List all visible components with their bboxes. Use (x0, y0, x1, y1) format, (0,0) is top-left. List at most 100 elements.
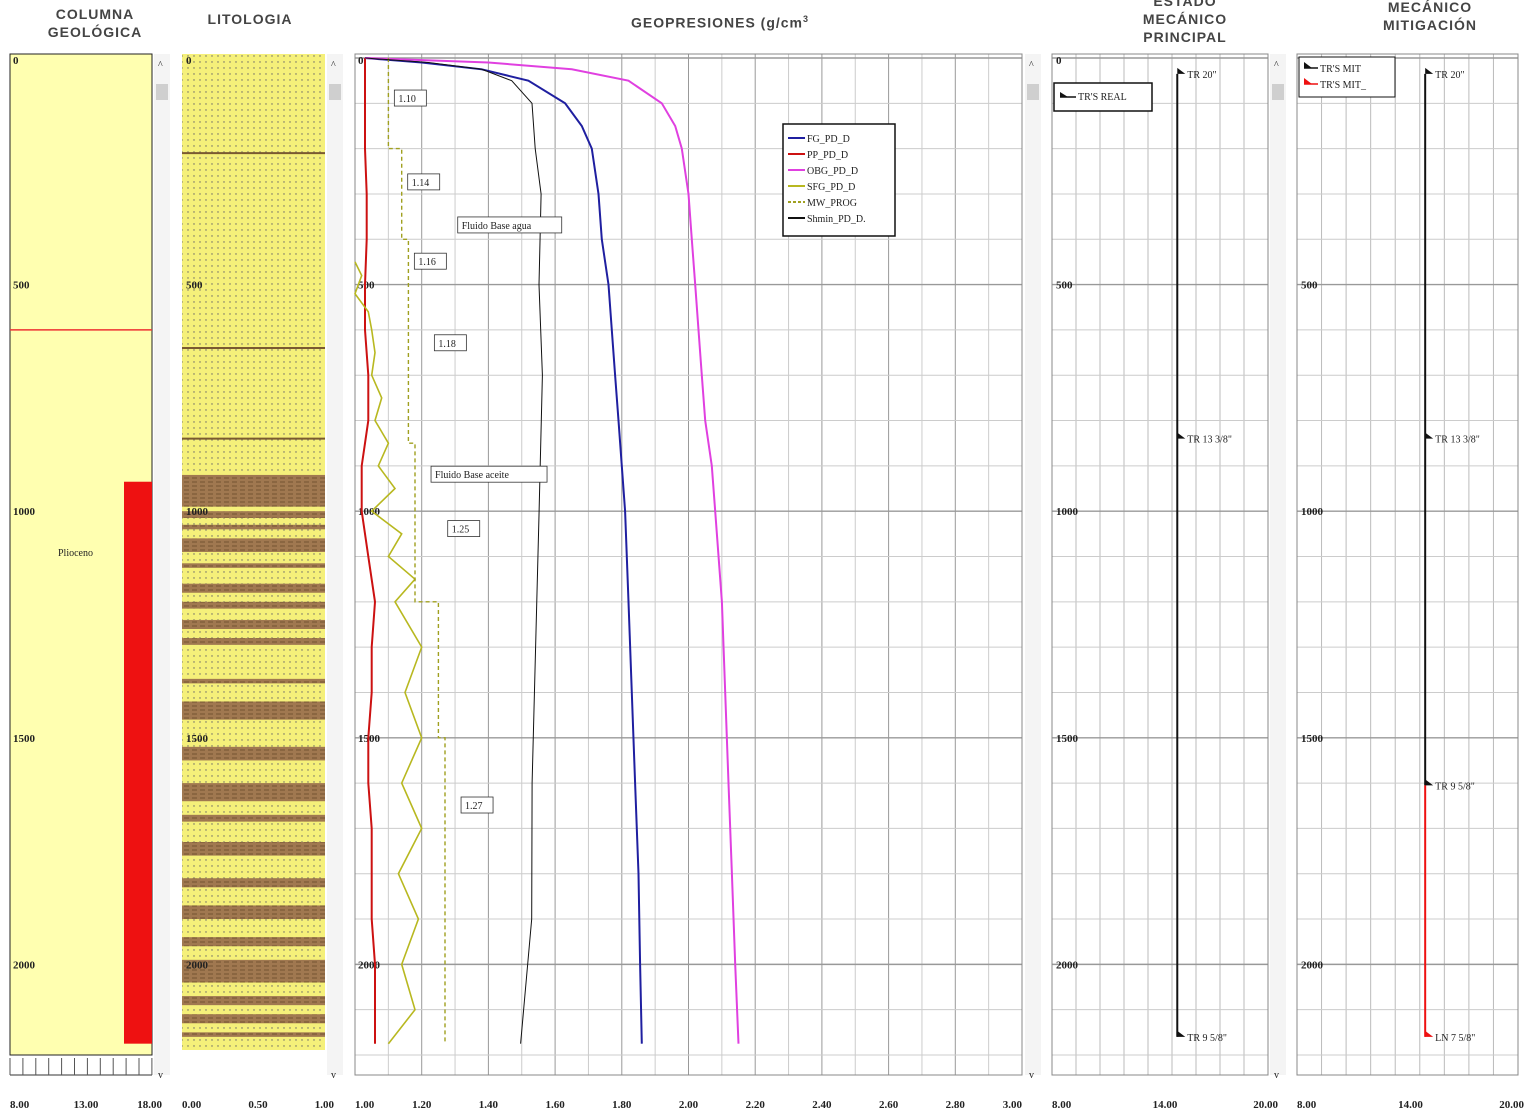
geo-x-tick-label: 2.80 (946, 1099, 966, 1111)
geo-x-tick-label: 2.00 (679, 1099, 699, 1111)
geo-scroll-down-icon: v (1029, 1070, 1034, 1081)
columna-depth-label: 0 (13, 55, 19, 67)
litologia-depth-label: 1500 (186, 733, 209, 745)
geo-x-tick-label: 1.60 (545, 1099, 565, 1111)
annotation-label: Fluido Base aceite (435, 470, 509, 481)
geo-scrollbar-thumb[interactable] (1027, 84, 1039, 100)
litologia-shale-bed (182, 638, 325, 645)
geo-frame (354, 53, 1023, 1076)
principal-casing-label: TR 20" (1187, 70, 1216, 81)
header-estado-mitigacion-line1: MECÁNICO (1387, 0, 1473, 15)
header-columna-line2: GEOLÓGICA (47, 24, 143, 40)
litologia-depth-label: 1000 (186, 506, 209, 518)
geo-x-tick-label: 1.80 (612, 1099, 632, 1111)
series-line-pp-pd-d (360, 58, 377, 1044)
annotation-box (393, 89, 427, 107)
mitigacion-depth-label: 1000 (1301, 506, 1324, 518)
mitigacion-legend-entry: TR'S MIT_ (1320, 80, 1367, 91)
litologia-x-tick-label: 0.00 (182, 1099, 202, 1111)
litologia-shale-bed (182, 996, 325, 1006)
principal-scrollbar-thumb[interactable] (1272, 84, 1284, 100)
principal-casing-shoe-icon (1177, 1030, 1186, 1037)
annotation-label: Fluido Base agua (462, 221, 532, 232)
mitigacion-legend-shoe-icon-red (1304, 78, 1312, 84)
geo-x-tick-label: 2.20 (746, 1099, 766, 1111)
litologia-shale-bed (182, 511, 325, 518)
geo-x-tick-label: 3.00 (1003, 1099, 1023, 1111)
litologia-shale-bed (182, 619, 325, 630)
litologia-shale-bed (182, 905, 325, 920)
principal-depth-label: 0 (1056, 55, 1062, 67)
principal-depth-label: 2000 (1056, 959, 1079, 971)
columna-x-tick-label: 13.00 (74, 1099, 99, 1111)
header-columna-line1: COLUMNA (55, 6, 135, 22)
geo-scrollbar-track (1025, 54, 1041, 1075)
header-geopresiones-sup: 3 (803, 14, 810, 24)
principal-depth-label: 1500 (1056, 733, 1079, 745)
geo-x-tick-label: 2.60 (879, 1099, 899, 1111)
principal-casing-shoe-icon (1177, 67, 1186, 74)
litologia-shale-bed (182, 474, 325, 507)
series-line-fg-pd-d (364, 57, 643, 1044)
columna-depth-label: 2000 (13, 959, 36, 971)
annotation-label: 1.14 (412, 178, 430, 189)
litologia-sand (182, 54, 325, 1050)
annotation-label: 1.25 (452, 525, 470, 536)
litologia-scrollbar-thumb[interactable] (329, 84, 341, 100)
header-geopresiones-text: GEOPRESIONES (g/cm (630, 14, 804, 31)
mitigacion-liner-shoe-icon (1425, 1030, 1434, 1037)
legend-entry: OBG_PD_D (807, 166, 858, 177)
principal-casing-label: TR 13 3/8" (1187, 435, 1232, 446)
mitigacion-frame (1296, 53, 1519, 1076)
litologia-depth-label: 2000 (186, 959, 209, 971)
litologia-shale-bed (182, 814, 325, 822)
columna-depth-label: 500 (13, 280, 30, 292)
annotation-box (457, 216, 563, 234)
annotation-box (447, 520, 481, 537)
series-line-sfg-pd-d (354, 261, 423, 1045)
annotation-box (433, 334, 467, 352)
columna-x-tick-label: 18.00 (137, 1099, 162, 1111)
columna-red-bar (124, 481, 152, 1044)
litologia-shale-bed (182, 538, 325, 552)
mitigacion-x-tick-label: 8.00 (1297, 1099, 1317, 1111)
columna-scroll-down-icon: v (158, 1070, 163, 1081)
principal-x-tick-label: 14.00 (1153, 1099, 1178, 1111)
litologia-shale-bed (182, 701, 325, 720)
header-estado-mitigacion-line2: MITIGACIÓN (1383, 17, 1477, 33)
annotation-box (413, 252, 447, 270)
mitigacion-casing-label: TR 20" (1435, 70, 1464, 81)
columna-scrollbar-thumb[interactable] (156, 84, 168, 100)
geo-x-tick-label: 1.20 (412, 1099, 432, 1111)
principal-scroll-up-icon: ^ (1274, 60, 1279, 71)
header-estado-principal-line1: ESTADO (1153, 0, 1217, 9)
litologia-depth-label: 0 (186, 55, 192, 67)
litologia-shale-bed (182, 937, 325, 947)
annotation-label: 1.27 (465, 801, 483, 812)
litologia-shale-bed (182, 524, 325, 530)
litologia-x-tick-label: 0.50 (248, 1099, 268, 1111)
columna-depth-label: 1000 (13, 506, 36, 518)
litologia-x-tick-label: 1.00 (315, 1099, 335, 1111)
legend-entry: SFG_PD_D (807, 182, 855, 193)
principal-depth-label: 1000 (1056, 506, 1079, 518)
principal-legend-shoe-icon (1060, 92, 1068, 97)
geo-x-tick-label: 2.40 (812, 1099, 832, 1111)
geo-depth-label: 0 (358, 55, 364, 67)
litologia-shale-bed (182, 878, 325, 888)
litologia-depth-label: 500 (186, 280, 203, 292)
mitigacion-legend-box (1298, 56, 1396, 98)
annotation-box (407, 173, 441, 191)
geo-x-tick-label: 1.00 (355, 1099, 375, 1111)
header-estado-principal: ESTADO MECÁNICO PRINCIPAL (1110, 0, 1260, 46)
mitigacion-depth-label: 500 (1301, 280, 1318, 292)
mitigacion-liner-label: LN 7 5/8" (1435, 1033, 1475, 1044)
header-columna: COLUMNA GEOLÓGICA (20, 5, 170, 41)
litologia-scroll-down-icon: v (331, 1070, 336, 1081)
principal-x-tick-label: 20.00 (1253, 1099, 1278, 1111)
litologia-shale-bed (182, 601, 325, 609)
principal-frame (1051, 53, 1269, 1076)
principal-scrollbar-track (1270, 54, 1286, 1075)
principal-casing-label: TR 9 5/8" (1187, 1033, 1227, 1044)
